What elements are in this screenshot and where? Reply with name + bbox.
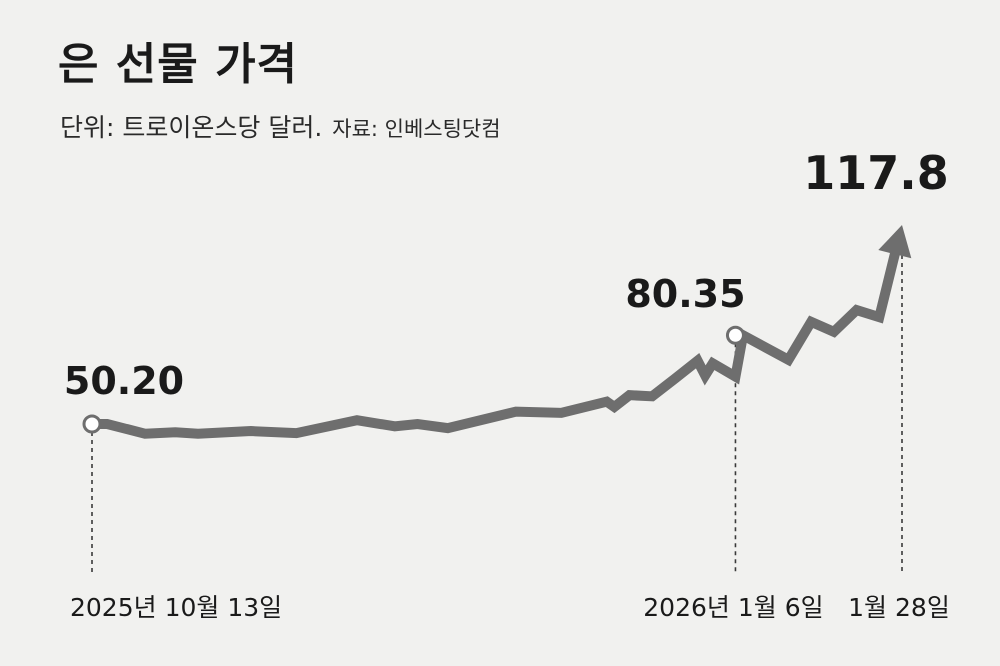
arrow-head xyxy=(878,225,912,259)
source-label: 자료: 인베스팅닷컴 xyxy=(332,117,501,141)
x-tick-label: 2025년 10월 13일 xyxy=(70,593,282,622)
value-label: 117.8 xyxy=(803,146,949,200)
data-point-marker xyxy=(725,325,745,345)
x-tick-label: 2026년 1월 6일 xyxy=(643,593,823,622)
x-tick-label: 1월 28일 xyxy=(848,593,950,622)
price-series-line xyxy=(92,250,901,439)
value-label: 50.20 xyxy=(64,359,184,403)
data-point-marker xyxy=(82,414,102,434)
chart-title: 은 선물 가격 xyxy=(58,39,299,90)
value-label: 80.35 xyxy=(625,272,745,316)
chart-subtitle: 단위: 트로이온스당 달러. 자료: 인베스팅닷컴 xyxy=(60,108,501,144)
unit-label: 단위: 트로이온스당 달러. xyxy=(60,113,323,142)
